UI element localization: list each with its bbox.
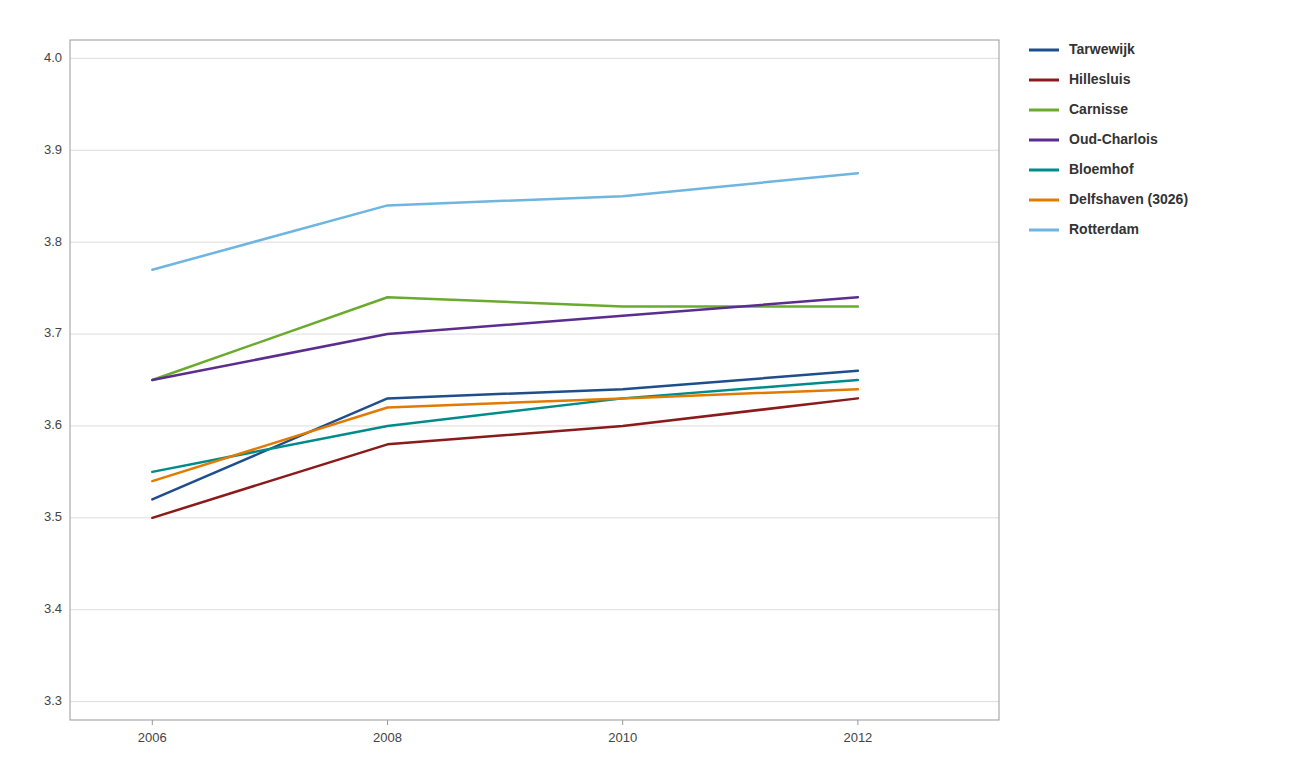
y-tick-label: 3.3 xyxy=(44,693,62,708)
legend-label: Oud-Charlois xyxy=(1069,131,1158,147)
chart-svg: 3.3 3.4 3.5 3.6 3.7 3.8 3.9 4.0 2006 2008 2010 2012… xyxy=(0,0,1299,780)
x-tick xyxy=(387,720,388,725)
y-tick-label: 3.9 xyxy=(44,142,62,157)
grid-line xyxy=(70,242,999,243)
plot-frame xyxy=(70,40,999,720)
grid-line xyxy=(70,425,999,426)
grid-line xyxy=(70,517,999,518)
legend-label: Hillesluis xyxy=(1069,71,1131,87)
legend-swatch xyxy=(1029,229,1059,232)
x-tick-label: 2008 xyxy=(373,730,402,745)
series-line xyxy=(152,297,858,380)
legend: Tarwewijk Hillesluis Carnisse Oud-Charlois B… xyxy=(1029,41,1188,237)
legend-label: Delfshaven (3026) xyxy=(1069,191,1188,207)
legend-swatch xyxy=(1029,109,1059,112)
legend-label: Rotterdam xyxy=(1069,221,1139,237)
y-tick-label: 4.0 xyxy=(44,50,62,65)
y-tick-label: 3.6 xyxy=(44,417,62,432)
grid-line xyxy=(70,150,999,151)
x-tick xyxy=(152,720,153,725)
series-line xyxy=(152,389,858,481)
y-tick-label: 3.4 xyxy=(44,601,62,616)
y-axis: 3.3 3.4 3.5 3.6 3.7 3.8 3.9 4.0 xyxy=(44,50,62,708)
y-tick-label: 3.5 xyxy=(44,509,62,524)
legend-swatch xyxy=(1029,49,1059,52)
x-tick xyxy=(857,720,858,725)
series-line xyxy=(152,173,858,269)
legend-swatch xyxy=(1029,169,1059,172)
grid-line xyxy=(70,58,999,59)
series-line xyxy=(152,297,858,380)
y-grid xyxy=(70,58,999,701)
legend-swatch xyxy=(1029,139,1059,142)
series-line xyxy=(152,398,858,517)
legend-label: Bloemhof xyxy=(1069,161,1134,177)
x-tick-label: 2012 xyxy=(843,730,872,745)
y-tick-label: 3.8 xyxy=(44,234,62,249)
x-tick xyxy=(622,720,623,725)
x-axis: 2006 2008 2010 2012 xyxy=(138,720,872,745)
x-tick-label: 2010 xyxy=(608,730,637,745)
grid-line xyxy=(70,334,999,335)
legend-swatch xyxy=(1029,79,1059,82)
lines xyxy=(152,173,858,518)
legend-label: Carnisse xyxy=(1069,101,1128,117)
grid-line xyxy=(70,701,999,702)
chart-container: 3.3 3.4 3.5 3.6 3.7 3.8 3.9 4.0 2006 2008 2010 2012… xyxy=(0,0,1299,780)
grid-line xyxy=(70,609,999,610)
legend-label: Tarwewijk xyxy=(1069,41,1135,57)
legend-swatch xyxy=(1029,199,1059,202)
y-tick-label: 3.7 xyxy=(44,325,62,340)
x-tick-label: 2006 xyxy=(138,730,167,745)
